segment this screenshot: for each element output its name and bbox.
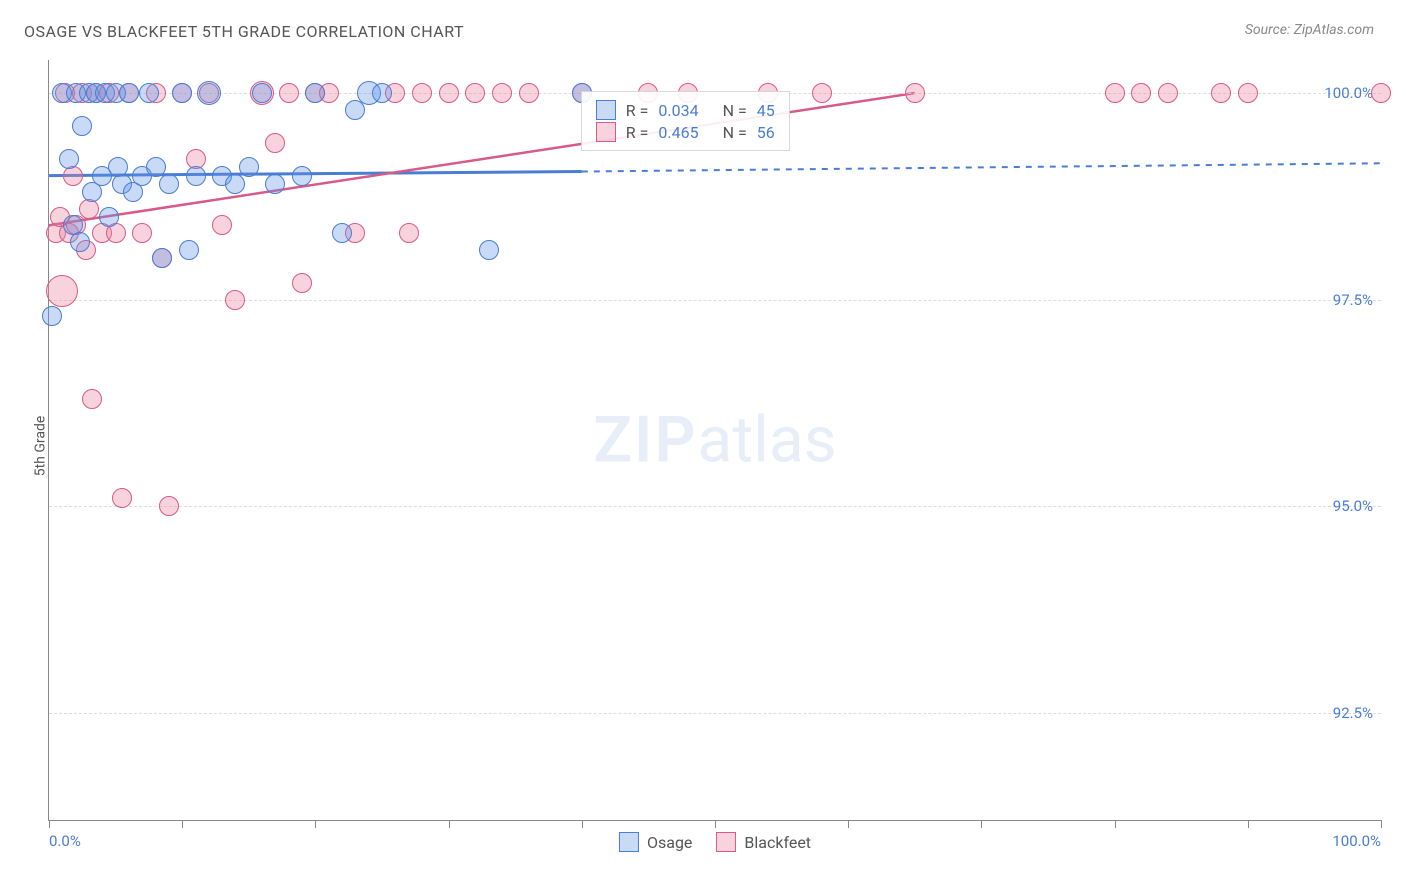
blackfeet-point xyxy=(492,83,512,103)
osage-point xyxy=(146,157,166,177)
osage-point xyxy=(372,83,392,103)
x-tick xyxy=(182,820,183,828)
y-tick-label: 97.5% xyxy=(1333,291,1373,309)
stat-N-osage: 45 xyxy=(757,101,775,120)
blackfeet-point xyxy=(1211,83,1231,103)
source-value: ZipAtlas.com xyxy=(1294,22,1374,38)
osage-point xyxy=(172,83,192,103)
osage-point xyxy=(99,207,119,227)
stats-box: R = 0.034 N = 45 R = 0.465 N = 56 xyxy=(581,91,790,151)
blackfeet-point xyxy=(225,290,245,310)
blackfeet-point xyxy=(905,83,925,103)
osage-point xyxy=(70,232,90,252)
stat-R-osage: 0.034 xyxy=(658,101,698,120)
x-max-label: 100.0% xyxy=(1332,832,1381,850)
stat-R-blackfeet: 0.465 xyxy=(658,123,698,142)
osage-point xyxy=(159,174,179,194)
watermark-bold: ZIP xyxy=(593,403,697,478)
y-tick-label: 95.0% xyxy=(1333,497,1373,515)
y-axis-label: 5th Grade xyxy=(32,416,48,477)
gridline xyxy=(49,506,1381,507)
blackfeet-point xyxy=(812,83,832,103)
blackfeet-point xyxy=(1371,83,1391,103)
osage-point xyxy=(152,248,172,268)
stats-row-blackfeet: R = 0.465 N = 56 xyxy=(596,122,775,142)
watermark: ZIPatlas xyxy=(593,403,836,478)
gridline xyxy=(49,713,1381,714)
blackfeet-point xyxy=(1158,83,1178,103)
osage-point xyxy=(119,83,139,103)
x-tick xyxy=(715,820,716,828)
x-tick xyxy=(1381,820,1382,828)
osage-point xyxy=(332,223,352,243)
osage-point xyxy=(139,83,159,103)
watermark-light: atlas xyxy=(698,403,837,478)
blackfeet-point xyxy=(412,83,432,103)
blackfeet-point xyxy=(212,215,232,235)
blackfeet-point xyxy=(439,83,459,103)
chart-title: OSAGE VS BLACKFEET 5TH GRADE CORRELATION… xyxy=(24,22,464,41)
legend: Osage Blackfeet xyxy=(619,832,811,852)
legend-label-blackfeet: Blackfeet xyxy=(744,833,811,852)
legend-label-osage: Osage xyxy=(647,833,692,852)
osage-point xyxy=(197,81,221,105)
osage-point xyxy=(42,306,62,326)
osage-point xyxy=(59,149,79,169)
osage-point xyxy=(305,83,325,103)
blackfeet-point xyxy=(1238,83,1258,103)
stat-R-label: R = xyxy=(626,123,649,142)
osage-point xyxy=(252,83,272,103)
gridline xyxy=(49,300,1381,301)
x-tick xyxy=(848,820,849,828)
stat-N-label: N = xyxy=(723,101,747,120)
x-tick xyxy=(315,820,316,828)
legend-blackfeet: Blackfeet xyxy=(716,832,811,852)
osage-point xyxy=(239,157,259,177)
stat-N-blackfeet: 56 xyxy=(757,123,775,142)
osage-point xyxy=(479,240,499,260)
blackfeet-point xyxy=(292,273,312,293)
blackfeet-point xyxy=(132,223,152,243)
osage-point xyxy=(225,174,245,194)
blackfeet-point xyxy=(265,133,285,153)
source-label: Source: xyxy=(1245,22,1290,38)
osage-point xyxy=(186,166,206,186)
chart-container: OSAGE VS BLACKFEET 5TH GRADE CORRELATION… xyxy=(0,0,1406,892)
osage-point xyxy=(72,116,92,136)
stats-row-osage: R = 0.034 N = 45 xyxy=(596,100,775,120)
blackfeet-point xyxy=(465,83,485,103)
swatch-osage xyxy=(619,832,639,852)
x-tick xyxy=(582,820,583,828)
blackfeet-point xyxy=(519,83,539,103)
swatch-blackfeet xyxy=(716,832,736,852)
blackfeet-point xyxy=(1131,83,1151,103)
y-tick-label: 100.0% xyxy=(1324,84,1373,102)
stat-N-label: N = xyxy=(723,123,747,142)
x-tick xyxy=(981,820,982,828)
blackfeet-point xyxy=(82,389,102,409)
stat-R-label: R = xyxy=(626,101,649,120)
plot-area: ZIPatlas 0.0% 100.0% Osage Blackfeet 92.… xyxy=(48,60,1381,821)
x-min-label: 0.0% xyxy=(49,832,81,850)
x-tick xyxy=(49,820,50,828)
swatch-blackfeet-stats xyxy=(596,122,616,142)
blackfeet-point xyxy=(159,496,179,516)
osage-point xyxy=(265,174,285,194)
swatch-osage-stats xyxy=(596,100,616,120)
legend-osage: Osage xyxy=(619,832,692,852)
blackfeet-point xyxy=(112,488,132,508)
x-tick xyxy=(1115,820,1116,828)
blackfeet-point xyxy=(399,223,419,243)
y-tick-label: 92.5% xyxy=(1333,704,1373,722)
chart-source: Source: ZipAtlas.com xyxy=(1245,22,1374,38)
blackfeet-point xyxy=(279,83,299,103)
blackfeet-point xyxy=(1105,83,1125,103)
osage-point xyxy=(292,166,312,186)
x-tick xyxy=(1248,820,1249,828)
blackfeet-point xyxy=(46,275,78,307)
x-tick xyxy=(449,820,450,828)
osage-point xyxy=(179,240,199,260)
